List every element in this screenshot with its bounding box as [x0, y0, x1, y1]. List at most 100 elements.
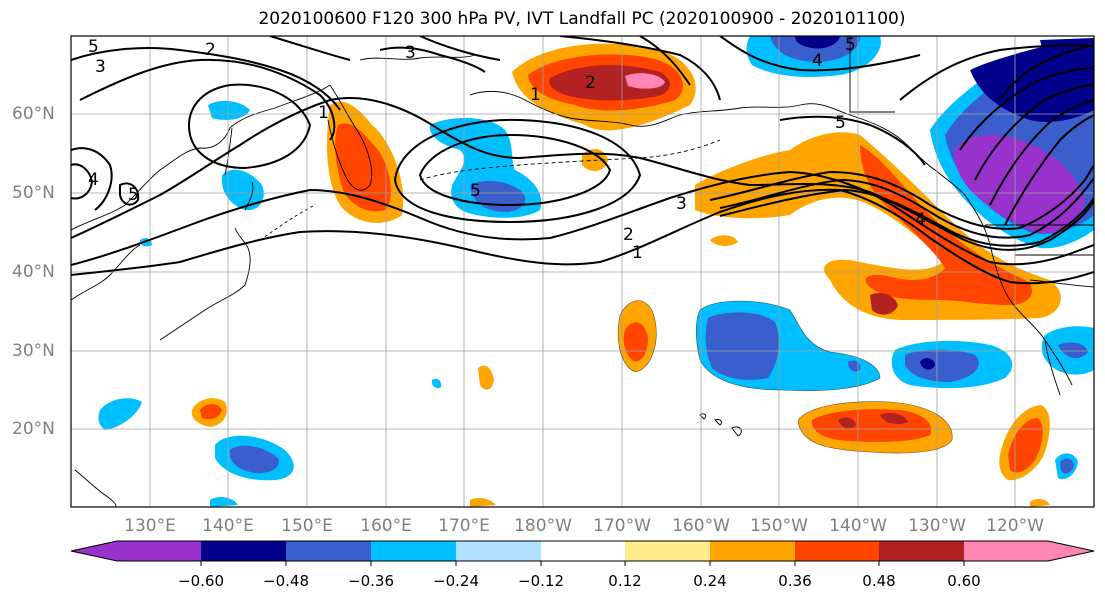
map-title: 2020100600 F120 300 hPa PV, IVT Landfall…: [258, 9, 906, 29]
pv-shading: [98, 36, 1094, 507]
shade-blue: [1058, 342, 1088, 359]
lon-label: 150°E: [281, 516, 333, 536]
contour-label: 2: [205, 40, 216, 60]
colorbar-segment-white: [541, 541, 625, 561]
contour-label: 5: [470, 181, 481, 201]
lon-label: 130°W: [908, 516, 966, 536]
contour-label: 4: [812, 51, 823, 71]
colorbar-segment-orange: [710, 541, 795, 561]
shade-blue: [229, 445, 279, 474]
colorbar-tick-label: 0.60: [947, 572, 981, 590]
shade-lightblue: [431, 378, 442, 389]
shade-lightblue: [208, 100, 250, 120]
shade-red: [623, 322, 648, 362]
contour-label: 4: [915, 210, 926, 230]
shade-red: [811, 409, 932, 442]
shade-lightblue: [210, 497, 238, 507]
colorbar-tick-label: 0.36: [778, 572, 812, 590]
colorbar-segment-navy: [201, 541, 286, 561]
shade-orange: [710, 235, 738, 246]
shade-lightblue: [221, 169, 264, 211]
shade-red: [1008, 418, 1043, 473]
contour-label: 2: [585, 73, 596, 93]
colorbar-segment-lightblue: [456, 541, 541, 561]
colorbar-tick-label: 0.48: [862, 572, 896, 590]
contour-5: [719, 177, 1094, 239]
shade-navy: [1040, 38, 1094, 90]
lat-label: 50°N: [12, 183, 55, 203]
shade-red: [860, 145, 1033, 305]
contour-label: 3: [95, 57, 106, 77]
lon-label: 120°W: [986, 516, 1044, 536]
lat-label: 30°N: [12, 341, 55, 361]
lat-label: 20°N: [12, 419, 55, 439]
shade-red: [200, 404, 222, 420]
contour-3: [71, 97, 1094, 251]
colorbar-segment-orangered: [795, 541, 879, 561]
shade-orange: [1030, 498, 1050, 507]
lat-label: 60°N: [12, 104, 55, 124]
colorbar-segment-purple: [71, 541, 201, 561]
lon-label: 160°W: [672, 516, 730, 536]
contour-label: 5: [845, 35, 856, 55]
colorbar-segment-blue: [286, 541, 371, 561]
colorbar-outline: [70, 540, 1095, 562]
contour-label: 1: [530, 85, 541, 105]
contour-label: 2: [623, 225, 634, 245]
colorbar-tick-label: −0.60: [178, 572, 224, 590]
colorbar: [70, 540, 1095, 566]
shade-blue: [705, 312, 780, 380]
lon-label: 170°W: [593, 516, 651, 536]
contour-label: 5: [835, 113, 846, 133]
colorbar-tick-label: 0.24: [693, 572, 727, 590]
lat-label: 40°N: [12, 262, 55, 282]
shade-darkred: [870, 293, 898, 315]
colorbar-segment-darkred: [879, 541, 964, 561]
shade-red: [335, 123, 391, 212]
lon-label: 140°W: [829, 516, 887, 536]
colorbar-tick-label: −0.48: [263, 572, 309, 590]
shade-navy: [795, 36, 840, 49]
lon-label: 130°E: [124, 516, 176, 536]
contour-label: 1: [632, 243, 643, 263]
contour-closed: [418, 133, 612, 207]
shade-pink: [625, 73, 665, 89]
contour-labels: 1 2 3 4 5 2 3 3 4 5 1 4 5 5 1 2 5: [88, 35, 926, 263]
lon-label: 170°E: [438, 516, 490, 536]
contour-label: 4: [88, 170, 99, 190]
shade-blue: [770, 36, 860, 62]
contour-label: 3: [676, 194, 687, 214]
map-frame: [70, 35, 1095, 508]
shade-outlines: [617, 300, 953, 454]
shade-darkred: [880, 412, 908, 425]
contour-6: [719, 188, 1094, 247]
colorbar-tick-label: −0.24: [433, 572, 479, 590]
colorbar-segment-pink: [964, 541, 1094, 561]
shade-darkred: [838, 417, 856, 429]
shade-blue: [1060, 458, 1074, 474]
shade-blue: [848, 360, 861, 372]
lon-label: 160°E: [360, 516, 412, 536]
colorbar-tick-label: −0.36: [348, 572, 394, 590]
pv-contours: [71, 36, 1094, 285]
contour-label: 5: [88, 37, 99, 57]
colorbar-segment-yellow: [625, 541, 710, 561]
lon-label: 140°E: [202, 516, 254, 536]
shade-blue: [905, 349, 979, 382]
contour-4: [709, 164, 1094, 230]
colorbar-segment-deepskyblue: [371, 541, 456, 561]
contour-label: 3: [405, 43, 416, 63]
colorbar-tick-label: −0.12: [518, 572, 564, 590]
contour-1: [71, 188, 1094, 285]
lon-label: 180°W: [514, 516, 572, 536]
contour-label: 5: [128, 185, 139, 205]
lon-label: 150°W: [750, 516, 808, 536]
contour-label: 1: [318, 103, 329, 123]
shade-navy: [920, 358, 935, 370]
shade-orange: [478, 365, 494, 390]
shade-orange: [470, 497, 496, 507]
contour-2: [71, 170, 1094, 266]
colorbar-tick-label: 0.12: [608, 572, 642, 590]
shade-lightblue: [98, 398, 142, 430]
